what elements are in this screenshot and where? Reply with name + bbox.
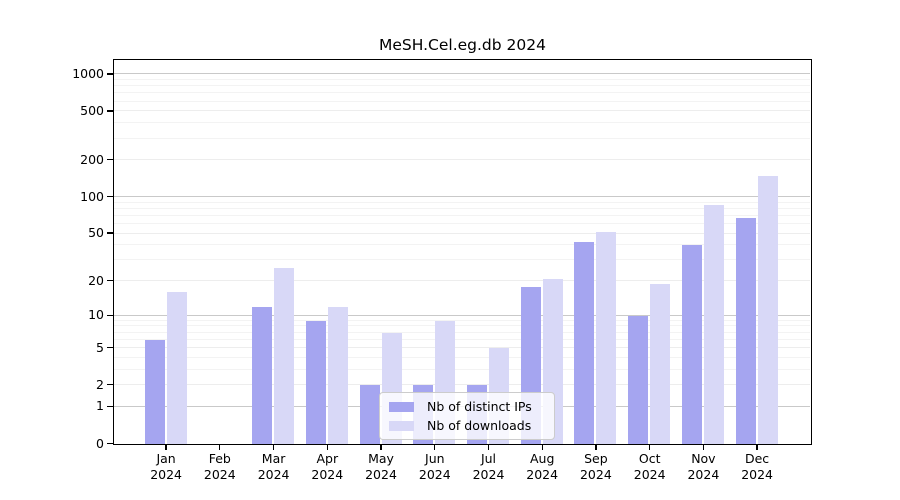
y-tick-mark-0 <box>106 442 113 445</box>
legend-label-distinct-ips: Nb of distinct IPs <box>427 399 532 414</box>
minor-gridline-4 <box>114 356 810 358</box>
x-tick-mark-sep <box>595 445 597 450</box>
gridline-2 <box>114 384 810 386</box>
minor-gridline-90 <box>114 201 810 203</box>
gridline-50 <box>114 232 810 234</box>
x-tick-mark-oct <box>649 445 651 450</box>
chart-title: MeSH.Cel.eg.db 2024 <box>378 36 546 54</box>
bars-layer <box>114 60 811 444</box>
bar-distinct-ips-may-2024 <box>359 385 380 444</box>
x-tick-mark-jul <box>487 445 490 450</box>
legend-label-downloads: Nb of downloads <box>427 418 532 433</box>
x-tick-label-nov: Nov 2024 <box>687 451 720 482</box>
y-tick-mark-20 <box>106 279 113 282</box>
x-tick-label-aug: Aug 2024 <box>526 451 559 482</box>
bar-distinct-ips-jan-2024 <box>144 339 165 444</box>
legend-swatch-distinct-ips <box>389 401 414 412</box>
x-tick-label-jul: Jul 2024 <box>472 451 505 482</box>
bar-downloads-dec-2024 <box>757 175 778 444</box>
gridline-10 <box>114 314 810 316</box>
y-tick-label-1: 1 <box>96 398 104 414</box>
x-tick-label-dec: Dec 2024 <box>741 451 773 482</box>
x-tick-mark-feb <box>219 445 221 450</box>
y-tick-mark-1 <box>106 405 113 408</box>
y-tick-label-200: 200 <box>80 151 104 167</box>
y-tick-label-500: 500 <box>80 102 104 118</box>
x-tick-mark-may <box>380 445 382 450</box>
bar-downloads-mar-2024 <box>274 267 295 444</box>
gridline-5 <box>114 347 810 349</box>
y-tick-label-0: 0 <box>96 435 104 451</box>
x-tick-mark-dec <box>756 445 758 450</box>
bar-distinct-ips-dec-2024 <box>735 218 756 444</box>
x-tick-label-jun: Jun 2024 <box>418 451 451 482</box>
gridline-1000 <box>114 73 810 75</box>
minor-gridline-600 <box>114 100 810 102</box>
x-tick-label-oct: Oct 2024 <box>633 451 666 482</box>
y-tick-mark-10 <box>106 314 113 316</box>
y-tick-mark-2 <box>106 384 113 386</box>
minor-gridline-3 <box>114 368 810 370</box>
legend-item-distinct-ips: Nb of distinct IPs <box>389 398 545 415</box>
x-tick-mark-aug <box>541 445 543 450</box>
y-tick-mark-50 <box>106 232 113 234</box>
minor-gridline-70 <box>114 214 810 216</box>
minor-gridline-60 <box>114 223 810 225</box>
bar-downloads-apr-2024 <box>327 306 348 444</box>
y-tick-label-1000: 1000 <box>72 65 104 81</box>
bar-downloads-nov-2024 <box>703 205 724 444</box>
legend: Nb of distinct IPs Nb of downloads <box>379 392 555 440</box>
y-tick-label-2: 2 <box>96 376 104 392</box>
x-tick-mark-nov <box>702 445 705 450</box>
minor-gridline-7 <box>114 331 810 333</box>
minor-gridline-700 <box>114 92 810 94</box>
y-tick-mark-5 <box>106 346 113 349</box>
x-tick-mark-jun <box>434 445 436 450</box>
x-tick-mark-apr <box>326 445 328 450</box>
minor-gridline-6 <box>114 338 810 340</box>
x-tick-mark-jan <box>165 445 167 450</box>
minor-gridline-40 <box>114 244 810 246</box>
y-tick-mark-100 <box>106 195 113 198</box>
x-tick-label-feb: Feb 2024 <box>203 451 236 482</box>
plot-area <box>113 59 812 445</box>
gridline-20 <box>114 280 810 282</box>
bar-downloads-jan-2024 <box>166 292 187 444</box>
minor-gridline-800 <box>114 85 810 87</box>
minor-gridline-30 <box>114 259 810 261</box>
y-tick-label-5: 5 <box>96 339 104 355</box>
gridline-200 <box>114 159 810 161</box>
y-tick-label-50: 50 <box>88 225 104 241</box>
bar-downloads-sep-2024 <box>596 231 617 444</box>
y-tick-label-10: 10 <box>88 307 104 323</box>
gridline-500 <box>114 110 810 112</box>
y-tick-mark-1000 <box>106 73 113 75</box>
y-tick-label-20: 20 <box>88 272 104 288</box>
y-tick-label-100: 100 <box>80 188 104 204</box>
x-tick-label-mar: Mar 2024 <box>257 451 290 482</box>
minor-gridline-300 <box>114 137 810 139</box>
minor-gridline-900 <box>114 79 810 80</box>
x-tick-label-apr: Apr 2024 <box>311 451 344 482</box>
x-tick-label-sep: Sep 2024 <box>579 451 612 482</box>
bar-distinct-ips-nov-2024 <box>681 245 702 444</box>
minor-gridline-400 <box>114 122 810 124</box>
minor-gridline-9 <box>114 319 810 321</box>
y-tick-mark-200 <box>106 159 113 161</box>
minor-gridline-8 <box>114 325 810 327</box>
minor-gridline-80 <box>114 207 810 209</box>
y-tick-mark-500 <box>106 110 113 112</box>
legend-item-downloads: Nb of downloads <box>389 417 545 434</box>
bar-downloads-oct-2024 <box>650 283 671 444</box>
legend-swatch-downloads <box>389 420 414 431</box>
gridline-100 <box>114 196 810 198</box>
bar-distinct-ips-sep-2024 <box>574 241 595 444</box>
bar-distinct-ips-oct-2024 <box>628 315 649 444</box>
x-tick-label-jan: Jan 2024 <box>150 451 182 482</box>
x-tick-mark-mar <box>272 445 275 450</box>
bar-distinct-ips-apr-2024 <box>305 320 326 444</box>
bar-distinct-ips-mar-2024 <box>252 306 273 444</box>
x-tick-label-may: May 2024 <box>365 451 397 482</box>
